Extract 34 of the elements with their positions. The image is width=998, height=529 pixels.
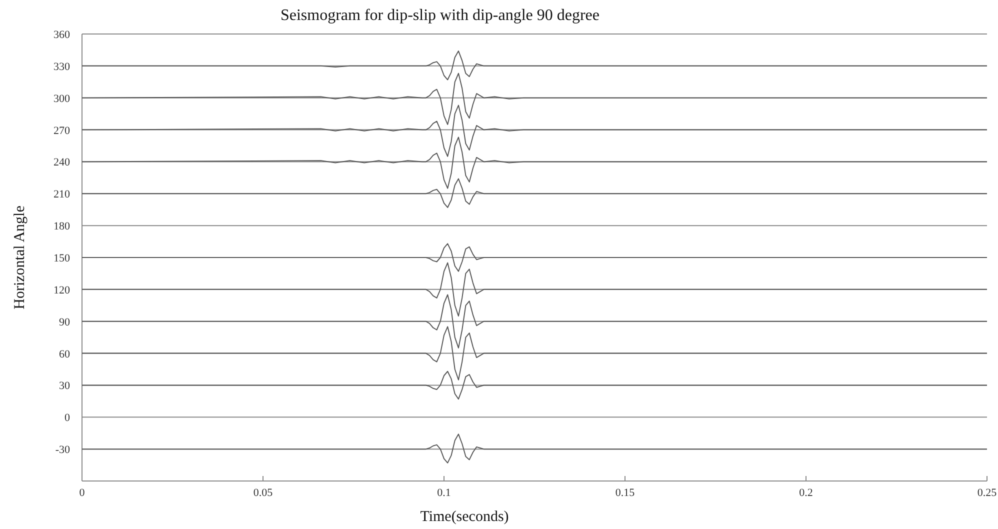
y-tick-label: 60 — [59, 348, 70, 360]
y-tick-label: 210 — [54, 188, 70, 201]
y-tick-label: 300 — [54, 92, 70, 105]
line-series — [82, 243, 988, 272]
x-tick-label: 0.15 — [615, 487, 636, 499]
y-tick-label: 360 — [54, 29, 70, 41]
line-series — [82, 104, 988, 157]
line-series — [82, 262, 988, 317]
y-tick-label: 0 — [64, 412, 70, 424]
y-tick-label: 30 — [59, 380, 70, 392]
y-tick-label: -30 — [55, 444, 70, 456]
y-axis-title: Horizontal Angle — [12, 205, 28, 310]
x-tick-label: 0.2 — [799, 487, 813, 499]
line-series — [82, 370, 988, 400]
y-tick-label: 120 — [54, 284, 70, 296]
line-series — [82, 178, 988, 208]
y-tick-label: 330 — [54, 60, 70, 73]
line-series — [82, 72, 988, 125]
y-tick-label: 180 — [54, 220, 70, 233]
x-tick-label: 0.25 — [977, 487, 998, 499]
line-series — [82, 326, 988, 380]
line-series — [82, 136, 988, 189]
x-axis-title: Time(seconds) — [420, 509, 509, 525]
line-series — [82, 50, 988, 80]
line-series — [82, 294, 988, 348]
chart-title: Seismogram for dip-slip with dip-angle 90 degree — [280, 7, 600, 24]
x-tick-label: 0.05 — [253, 487, 274, 499]
line-series — [82, 434, 988, 464]
y-tick-label: 150 — [54, 252, 70, 264]
x-tick-label: 0 — [79, 487, 86, 499]
y-tick-label: 240 — [54, 156, 70, 169]
x-tick-label: 0.1 — [437, 487, 451, 499]
y-tick-label: 90 — [59, 316, 70, 328]
y-tick-label: 270 — [54, 124, 70, 137]
